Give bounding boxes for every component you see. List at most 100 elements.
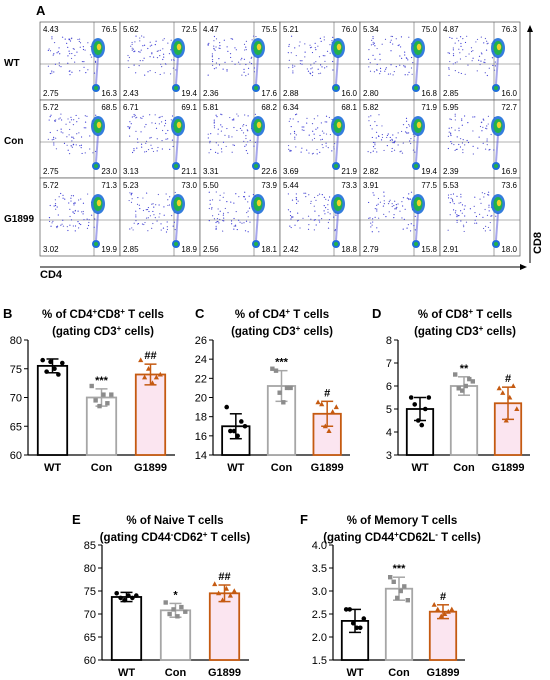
data-point bbox=[288, 385, 293, 391]
dp-population-peak bbox=[416, 121, 422, 129]
y-tick-label: 3 bbox=[386, 450, 392, 462]
cd4-sp-core bbox=[414, 164, 418, 168]
cd4-sp-core bbox=[94, 242, 98, 246]
data-point bbox=[405, 598, 410, 603]
flow-plot-r2-c5: 5.82 71.9 2.82 19.4 bbox=[359, 99, 441, 179]
data-point bbox=[442, 611, 448, 616]
data-point bbox=[134, 593, 139, 598]
data-point bbox=[357, 625, 363, 631]
quadrant-value-lr: 16.8 bbox=[421, 89, 437, 98]
x-category-label: G1899 bbox=[134, 462, 167, 474]
bar-con bbox=[159, 609, 192, 661]
x-category-label: G1899 bbox=[426, 667, 459, 679]
transition-stream bbox=[335, 212, 339, 241]
quadrant-value-lr: 18.8 bbox=[341, 245, 357, 254]
data-point bbox=[171, 607, 176, 612]
y-tick-label: 80 bbox=[84, 563, 96, 575]
chart-subtitle-part: cells) bbox=[300, 326, 333, 338]
transition-stream bbox=[255, 134, 259, 163]
quadrant-value-ul: 5.34 bbox=[363, 25, 379, 34]
data-point bbox=[422, 406, 428, 412]
cd4-sp-core bbox=[334, 164, 338, 168]
quadrant-value-lr: 15.8 bbox=[421, 245, 437, 254]
flow-plot-r2-c3: 5.81 68.2 3.31 22.6 bbox=[199, 99, 281, 179]
quadrant-value-ur: 73.0 bbox=[181, 181, 197, 190]
chart-subtitle-part: T cells) bbox=[207, 532, 250, 544]
data-point bbox=[145, 365, 152, 371]
flow-plot-r2-c2: 6.71 69.1 3.13 21.1 bbox=[119, 99, 201, 179]
y-tick-label: 14 bbox=[195, 450, 207, 462]
quadrant-value-lr: 18.9 bbox=[181, 245, 197, 254]
data-point bbox=[496, 385, 502, 391]
data-point bbox=[412, 402, 418, 407]
x-category-label: G1899 bbox=[208, 667, 241, 679]
dp-population-peak bbox=[256, 43, 262, 51]
significance-mark: *** bbox=[275, 357, 289, 369]
data-point bbox=[350, 620, 356, 626]
cd4-axis-label: CD4 bbox=[40, 269, 63, 281]
quadrant-value-ur: 76.3 bbox=[501, 25, 517, 34]
x-category-label: Con bbox=[388, 667, 410, 679]
chart-title-part: % of CD4 bbox=[235, 309, 286, 321]
quadrant-value-lr: 22.6 bbox=[261, 167, 277, 176]
quadrant-value-ul: 3.91 bbox=[363, 181, 379, 190]
quadrant-value-ur: 76.5 bbox=[101, 25, 117, 34]
event-dots bbox=[127, 35, 177, 76]
dp-population-peak bbox=[336, 43, 342, 51]
dp-population-peak bbox=[496, 199, 502, 207]
quadrant-value-ur: 72.7 bbox=[501, 103, 517, 112]
transition-stream bbox=[255, 56, 259, 85]
chart-title-part: + bbox=[468, 307, 473, 316]
event-dots bbox=[207, 113, 257, 154]
x-category-label: WT bbox=[44, 462, 61, 474]
quadrant-value-ul: 4.43 bbox=[43, 25, 59, 34]
flow-plot-r2-c1: 5.72 68.5 2.75 23.0 bbox=[39, 99, 121, 179]
dp-population-peak bbox=[496, 43, 502, 51]
flow-plot-frame bbox=[39, 177, 121, 257]
cd8-axis-label: CD8 bbox=[532, 232, 544, 254]
cd4-sp-core bbox=[334, 242, 338, 246]
data-point bbox=[153, 374, 159, 380]
quadrant-value-ul: 5.72 bbox=[43, 103, 59, 112]
dp-population-peak bbox=[96, 121, 102, 129]
flow-plot-r3-c6: 5.53 73.6 2.91 18.0 bbox=[439, 177, 521, 257]
data-point bbox=[40, 357, 45, 363]
data-point bbox=[419, 422, 425, 428]
data-point bbox=[56, 372, 61, 377]
data-point bbox=[175, 614, 180, 619]
chart-subtitle-part: - bbox=[435, 530, 438, 539]
data-point bbox=[212, 581, 218, 587]
x-category-label: Con bbox=[271, 462, 293, 474]
transition-stream bbox=[255, 212, 259, 241]
quadrant-value-lr: 21.1 bbox=[181, 167, 197, 176]
data-point bbox=[453, 372, 458, 377]
data-point bbox=[235, 433, 240, 439]
dp-population-peak bbox=[176, 199, 182, 207]
dp-population-peak bbox=[416, 199, 422, 207]
quadrant-value-ll: 3.31 bbox=[203, 167, 219, 176]
event-dots bbox=[447, 35, 497, 77]
significance-mark: ## bbox=[144, 350, 156, 362]
flow-plot-r1-c2: 5.62 72.5 2.43 19.4 bbox=[119, 21, 201, 101]
data-point bbox=[149, 380, 156, 386]
cd4-sp-core bbox=[254, 164, 258, 168]
data-point bbox=[398, 588, 403, 594]
significance-mark: *** bbox=[393, 563, 407, 575]
event-dots bbox=[47, 36, 97, 76]
event-dots bbox=[287, 192, 337, 232]
data-point bbox=[130, 595, 135, 601]
data-point bbox=[319, 401, 325, 407]
cd4-sp-core bbox=[494, 242, 498, 246]
chart-subtitle-part: (gating CD3 bbox=[414, 326, 479, 338]
quadrant-value-lr: 18.0 bbox=[501, 245, 517, 254]
x-category-label: Con bbox=[453, 462, 475, 474]
data-point bbox=[330, 409, 336, 414]
significance-mark: # bbox=[505, 373, 511, 385]
data-point bbox=[157, 371, 163, 377]
cd4-sp-core bbox=[94, 164, 98, 168]
panel-a-letter: A bbox=[36, 3, 46, 18]
chart-subtitle-part: + bbox=[394, 530, 399, 539]
flow-plot-r3-c2: 5.23 73.0 2.85 18.9 bbox=[119, 177, 201, 257]
y-tick-label: 1.5 bbox=[312, 655, 327, 667]
data-point bbox=[167, 611, 172, 617]
